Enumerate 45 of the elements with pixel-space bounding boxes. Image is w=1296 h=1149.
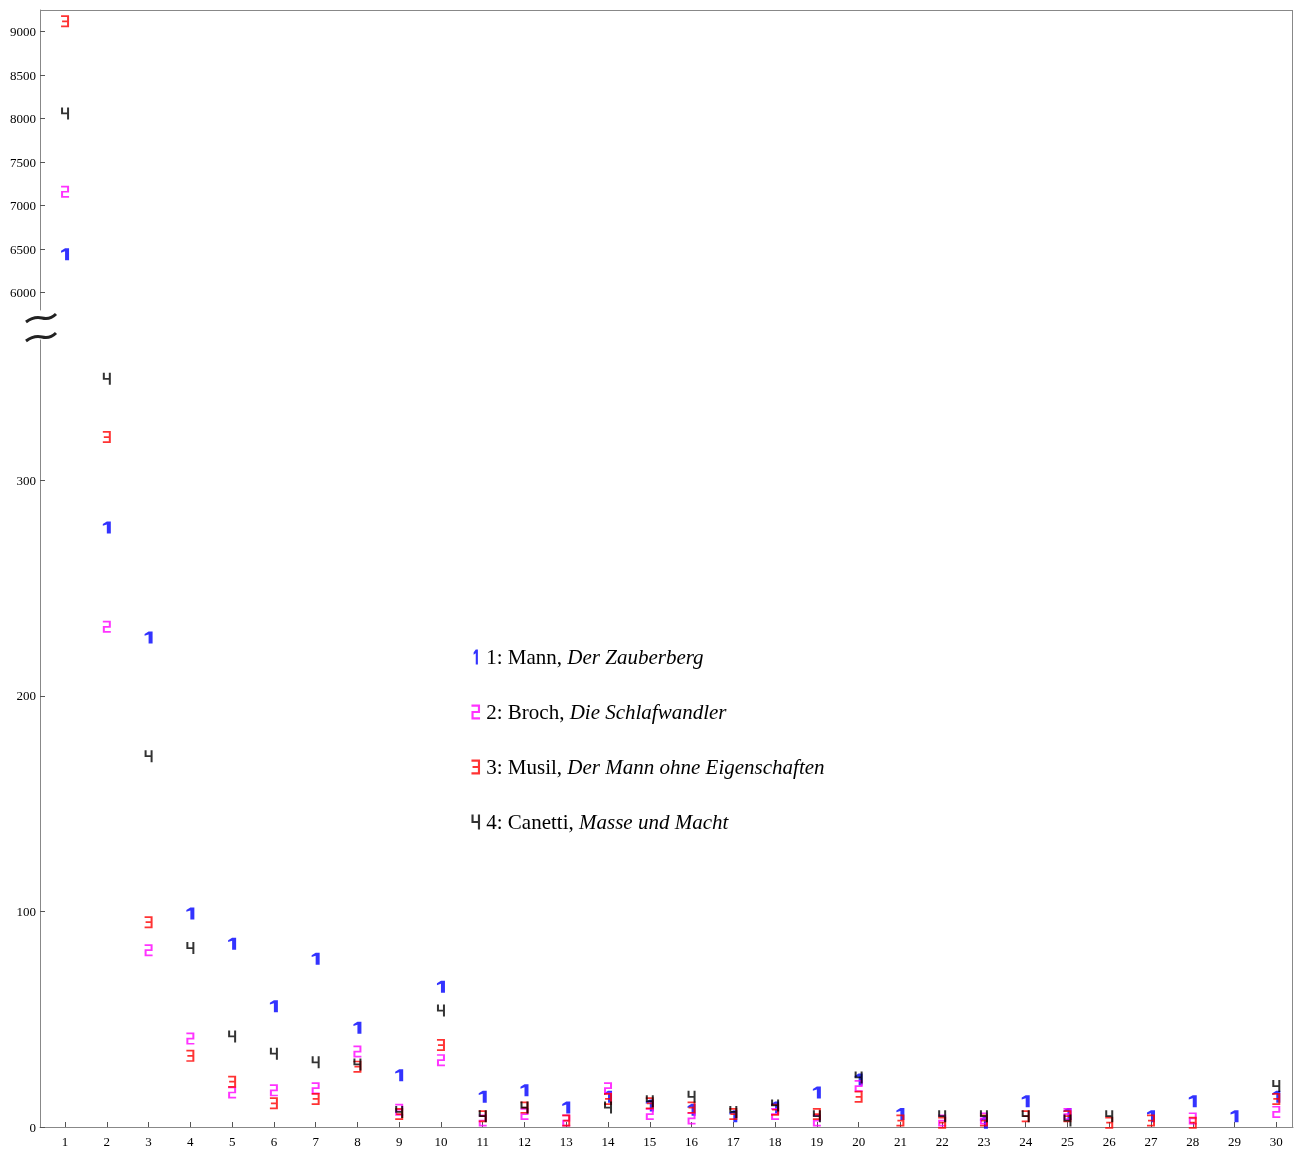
legend-label: 4: Canetti, Masse und Macht bbox=[486, 810, 730, 834]
y-tick-label: 100 bbox=[16, 903, 36, 919]
legend-label: 3: Musil, Der Mann ohne Eigenschaften bbox=[486, 755, 825, 779]
x-tick-label: 19 bbox=[810, 1134, 824, 1149]
x-tick-label: 26 bbox=[1102, 1134, 1117, 1149]
x-tick-label: 16 bbox=[685, 1134, 699, 1149]
x-tick-label: 17 bbox=[726, 1134, 741, 1149]
x-tick-label: 30 bbox=[1269, 1134, 1283, 1149]
x-tick-label: 11 bbox=[476, 1134, 489, 1149]
x-tick-label: 15 bbox=[643, 1134, 657, 1149]
x-tick-label: 24 bbox=[1019, 1134, 1033, 1149]
x-tick-label: 18 bbox=[768, 1134, 782, 1149]
legend-label: 1: Mann, Der Zauberberg bbox=[486, 645, 704, 669]
x-tick-label: 23 bbox=[977, 1134, 991, 1149]
x-tick-label: 10 bbox=[434, 1134, 448, 1149]
legend-label: 2: Broch, Die Schlafwandler bbox=[486, 700, 728, 724]
x-tick-label: 27 bbox=[1144, 1134, 1158, 1149]
x-tick-label: 5 bbox=[228, 1134, 236, 1149]
x-tick-label: 7 bbox=[312, 1134, 320, 1149]
x-tick-label: 25 bbox=[1060, 1134, 1074, 1149]
x-tick-label: 14 bbox=[601, 1134, 616, 1149]
x-tick-label: 4 bbox=[187, 1134, 195, 1149]
y-tick-label: 300 bbox=[16, 472, 36, 488]
y-tick-label: 6000 bbox=[10, 285, 36, 301]
y-tick-label: 8500 bbox=[10, 67, 36, 83]
x-tick-label: 8 bbox=[354, 1134, 361, 1149]
x-tick-label: 6 bbox=[270, 1134, 278, 1149]
x-tick-label: 22 bbox=[935, 1134, 949, 1149]
x-tick-label: 2 bbox=[103, 1134, 111, 1149]
y-tick-label: 0 bbox=[29, 1119, 36, 1135]
x-tick-label: 3 bbox=[145, 1134, 152, 1149]
y-tick-label: 8000 bbox=[10, 111, 36, 127]
x-tick-label: 13 bbox=[559, 1134, 573, 1149]
y-tick-label: 6500 bbox=[10, 241, 36, 257]
y-tick-label: 200 bbox=[16, 688, 36, 704]
y-tick-label: 7000 bbox=[10, 198, 36, 214]
x-tick-label: 12 bbox=[517, 1134, 531, 1149]
y-tick-label: 7500 bbox=[10, 154, 36, 170]
x-tick-label: 9 bbox=[395, 1134, 403, 1149]
x-tick-label: 29 bbox=[1228, 1134, 1242, 1149]
x-tick-label: 28 bbox=[1186, 1134, 1200, 1149]
x-tick-label: 20 bbox=[852, 1134, 866, 1149]
x-tick-label: 1 bbox=[61, 1134, 69, 1149]
x-tick-label: 21 bbox=[893, 1134, 907, 1149]
y-tick-label: 9000 bbox=[10, 24, 36, 40]
